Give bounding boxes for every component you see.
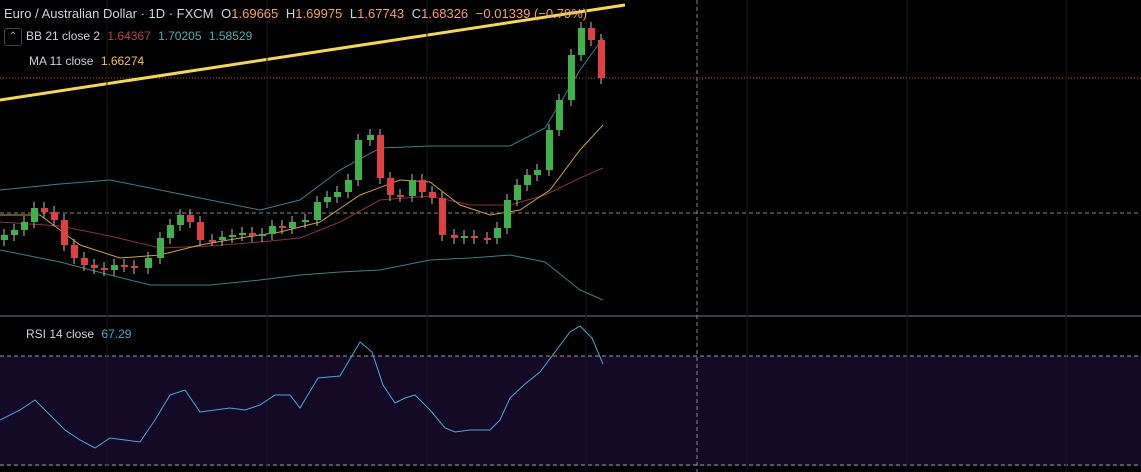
candle-body [239, 233, 246, 235]
candle-body [145, 258, 152, 268]
candle-body [419, 180, 426, 192]
candle-body [21, 222, 28, 230]
ohlc-value: 1.67743 [357, 6, 405, 21]
candle-body [111, 265, 118, 270]
candle-body [101, 268, 108, 270]
candle-body [209, 240, 216, 242]
ohlc-label: O [221, 6, 232, 21]
rsi-legend: RSI 14 close 67.29 [4, 326, 135, 344]
candle-body [31, 208, 38, 222]
candle-body [41, 208, 48, 212]
rsi-line [0, 325, 604, 449]
candle-body [121, 265, 128, 267]
candle-body [556, 100, 563, 130]
ohlc-value: 1.69665 [231, 6, 279, 21]
candle-body [409, 180, 416, 196]
bb-lower: 1.58529 [208, 29, 253, 44]
ma-label: MA 11 close [29, 54, 94, 68]
candle-body [429, 192, 436, 198]
candle-body [302, 220, 309, 222]
bb-legend: ⌃ BB 21 close 2 1.64367 1.70205 1.58529 [4, 28, 256, 46]
candle-body [259, 234, 266, 236]
candle-body [249, 233, 256, 236]
candle-body [355, 140, 362, 180]
candle-body [514, 185, 521, 200]
candle-body [484, 238, 491, 240]
symbol: Euro / Australian Dollar · 1D · FXCM [4, 6, 214, 21]
candle-body [397, 195, 404, 197]
candle-body [187, 215, 194, 222]
candle-body [367, 135, 374, 140]
candle-body [269, 226, 276, 234]
candle-body [279, 226, 286, 228]
collapse-button[interactable]: ⌃ [4, 28, 22, 46]
candle-body [534, 170, 541, 175]
rsi-value: 67.29 [101, 327, 132, 342]
candle-body [131, 266, 138, 268]
candle-body [504, 200, 511, 228]
bb-lower [0, 249, 604, 301]
rsi-label: RSI 14 close [26, 327, 95, 342]
candle-body [197, 222, 204, 240]
ohlc-label: H [285, 6, 296, 21]
candle-body [546, 130, 553, 170]
candle-body [289, 222, 296, 228]
candle-body [524, 175, 531, 185]
candle-body [91, 265, 98, 268]
candle-body [177, 215, 184, 225]
ma-value: 1.66274 [100, 54, 145, 68]
bb-basis: 1.64367 [107, 29, 151, 44]
bb-upper: 1.70205 [158, 29, 202, 44]
trend-line [0, 3, 626, 102]
candle-body [324, 197, 331, 202]
candle-body [11, 230, 18, 235]
ma-legend: MA 11 close 1.66274 [29, 54, 148, 68]
change: −0.01339 (−0.79%) [475, 6, 588, 21]
candle-body [1, 235, 8, 240]
candle-body [219, 237, 226, 240]
ma-line [0, 124, 604, 259]
candle-body [61, 220, 68, 245]
candle-body [377, 135, 384, 178]
candle-body [157, 238, 164, 258]
candle-body [345, 180, 352, 192]
candle-body [71, 245, 78, 258]
candle-body [167, 225, 174, 238]
bb-upper [0, 37, 604, 211]
candle-body [229, 235, 236, 237]
candle-body [598, 40, 605, 78]
candle-body [81, 258, 88, 265]
candle-body [568, 55, 575, 100]
ohlc-label: L [349, 6, 358, 21]
bb-label: BB 21 close 2 [26, 29, 101, 44]
ohlc-value: 1.68326 [421, 6, 469, 21]
rsi-band [0, 356, 1141, 466]
candle-body [314, 202, 321, 220]
candle-body [471, 236, 478, 238]
ohlc-label: C [411, 6, 422, 21]
candle-body [387, 178, 394, 195]
candle-body [578, 28, 585, 55]
candle-body [439, 198, 446, 235]
candle-body [451, 235, 458, 238]
ohlc-value: 1.69975 [295, 6, 343, 21]
bb-basis [0, 167, 604, 249]
candle-body [334, 192, 341, 197]
candle-body [494, 228, 501, 238]
header: Euro / Australian Dollar · 1D · FXCM O1.… [4, 6, 591, 21]
candle-body [461, 236, 468, 238]
candle-body [51, 212, 58, 220]
candle-body [588, 28, 595, 40]
